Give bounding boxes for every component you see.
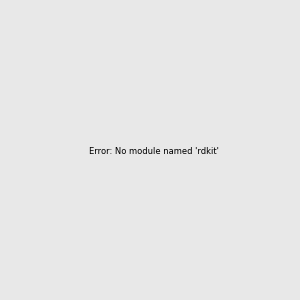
Text: Error: No module named 'rdkit': Error: No module named 'rdkit' [89, 147, 219, 156]
